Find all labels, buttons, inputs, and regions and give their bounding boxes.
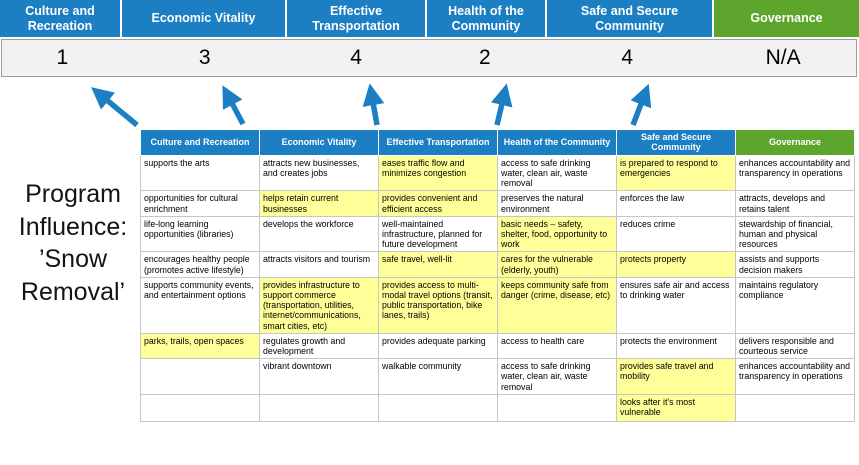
pillar-score-1: 3 <box>198 46 211 69</box>
matrix-cell: develops the workforce <box>259 215 379 253</box>
matrix-cell <box>497 393 617 422</box>
matrix-body: supports the arts attracts new businesses… <box>140 154 855 422</box>
matrix-cell <box>259 393 379 422</box>
matrix-cell: eases traffic flow and minimizes congest… <box>378 154 498 192</box>
matrix-cell: enhances accountability and transparency… <box>735 358 855 395</box>
matrix-cell <box>735 393 855 422</box>
matrix-cell: assists and supports decision makers <box>735 251 855 278</box>
matrix-cell: cares for the vulnerable (elderly, youth… <box>497 251 617 278</box>
matrix-cell: preserves the natural environment <box>497 190 617 217</box>
matrix-cell: enforces the law <box>616 190 736 217</box>
table-row: opportunities for cultural enrichment hel… <box>140 190 855 217</box>
matrix-cell: walkable community <box>378 358 498 395</box>
matrix-cell: stewardship of financial, human and phys… <box>735 215 855 253</box>
matrix-cell: access to safe drinking water, clean air… <box>497 154 617 192</box>
matrix-header-row: Culture and Recreation Economic Vitality E… <box>140 129 855 156</box>
table-row: life-long learning opportunities (librar… <box>140 215 855 253</box>
table-row: vibrant downtown walkable community access… <box>140 358 855 395</box>
matrix-cell: maintains regulatory compliance <box>735 276 855 334</box>
matrix-column-header-3: Health of the Community <box>497 129 617 156</box>
pillar-header-4: Safe and Secure Community <box>547 0 712 37</box>
up-arrow-icon <box>491 83 513 126</box>
table-row: parks, trails, open spaces regulates grow… <box>140 332 855 360</box>
matrix-cell: opportunities for cultural enrichment <box>140 190 260 217</box>
matrix-cell: provides access to multi-modal travel op… <box>378 276 498 334</box>
influence-matrix: Culture and Recreation Economic Vitality E… <box>140 129 855 422</box>
matrix-cell: keeps community safe from danger (crime,… <box>497 276 617 334</box>
matrix-cell: safe travel, well-lit <box>378 251 498 278</box>
pillar-header-5: Governance <box>714 0 859 37</box>
matrix-cell: enhances accountability and transparency… <box>735 154 855 192</box>
matrix-cell: regulates growth and development <box>259 332 379 360</box>
matrix-cell: supports community events, and entertain… <box>140 276 260 334</box>
matrix-column-header-5: Governance <box>735 129 855 156</box>
matrix-cell: helps retain current businesses <box>259 190 379 217</box>
table-row: supports the arts attracts new businesses… <box>140 154 855 192</box>
matrix-cell: access to safe drinking water, clean air… <box>497 358 617 395</box>
header-band: Culture and Recreation Economic Vitality E… <box>0 0 859 37</box>
matrix-cell: reduces crime <box>616 215 736 253</box>
matrix-cell: provides convenient and efficient access <box>378 190 498 217</box>
pillar-score-4: 4 <box>621 46 633 69</box>
matrix-cell: vibrant downtown <box>259 358 379 395</box>
matrix-cell <box>378 393 498 422</box>
matrix-cell: encourages healthy people (promotes acti… <box>140 251 260 278</box>
matrix-cell: supports the arts <box>140 154 260 192</box>
pillar-header-2: Effective Transportation <box>287 0 425 37</box>
matrix-cell: looks after it's most vulnerable <box>616 393 736 422</box>
page-title: Program Influence: ’Snow Removal’ <box>18 180 128 306</box>
pillar-score-3: 2 <box>478 46 491 69</box>
table-row: encourages healthy people (promotes acti… <box>140 251 855 278</box>
matrix-cell: basic needs – safety, shelter, food, opp… <box>497 215 617 253</box>
matrix-cell: well-maintained infrastructure, planned … <box>378 215 498 253</box>
up-arrow-icon <box>222 85 246 126</box>
matrix-cell <box>140 358 260 395</box>
matrix-column-header-0: Culture and Recreation <box>140 129 260 156</box>
up-arrow-icon <box>362 83 385 126</box>
matrix-cell: provides adequate parking <box>378 332 498 360</box>
pillar-header-1: Economic Vitality <box>122 0 285 37</box>
matrix-cell: parks, trails, open spaces <box>140 332 260 360</box>
matrix-cell: access to health care <box>497 332 617 360</box>
matrix-cell: attracts, develops and retains talent <box>735 190 855 217</box>
up-arrow-icon <box>91 87 139 128</box>
matrix-cell <box>140 393 260 422</box>
pillar-score-0: 1 <box>56 46 69 69</box>
matrix-cell: provides safe travel and mobility <box>616 358 736 395</box>
matrix-cell: protects property <box>616 251 736 278</box>
up-arrow-icon <box>630 83 652 126</box>
table-row: supports community events, and entertain… <box>140 276 855 334</box>
matrix-cell: life-long learning opportunities (librar… <box>140 215 260 253</box>
matrix-cell: is prepared to respond to emergencies <box>616 154 736 192</box>
pillar-header-0: Culture and Recreation <box>0 0 120 37</box>
matrix-cell: attracts new businesses, and creates job… <box>259 154 379 192</box>
pillar-header-3: Health of the Community <box>427 0 545 37</box>
matrix-cell: attracts visitors and tourism <box>259 251 379 278</box>
matrix-column-header-1: Economic Vitality <box>259 129 379 156</box>
pillar-score-2: 4 <box>350 46 362 69</box>
matrix-cell: protects the environment <box>616 332 736 360</box>
table-row: looks after it's most vulnerable <box>140 393 855 422</box>
matrix-column-header-2: Effective Transportation <box>378 129 498 156</box>
matrix-cell: delivers responsible and courteous servi… <box>735 332 855 360</box>
matrix-cell: ensures safe air and access to drinking … <box>616 276 736 334</box>
matrix-cell: provides infrastructure to support comme… <box>259 276 379 334</box>
matrix-column-header-4: Safe and Secure Community <box>616 129 736 156</box>
pillar-score-5: N/A <box>765 46 801 69</box>
arrows-band <box>91 83 652 128</box>
score-band: 1 3 4 2 4 N/A <box>1 39 857 77</box>
